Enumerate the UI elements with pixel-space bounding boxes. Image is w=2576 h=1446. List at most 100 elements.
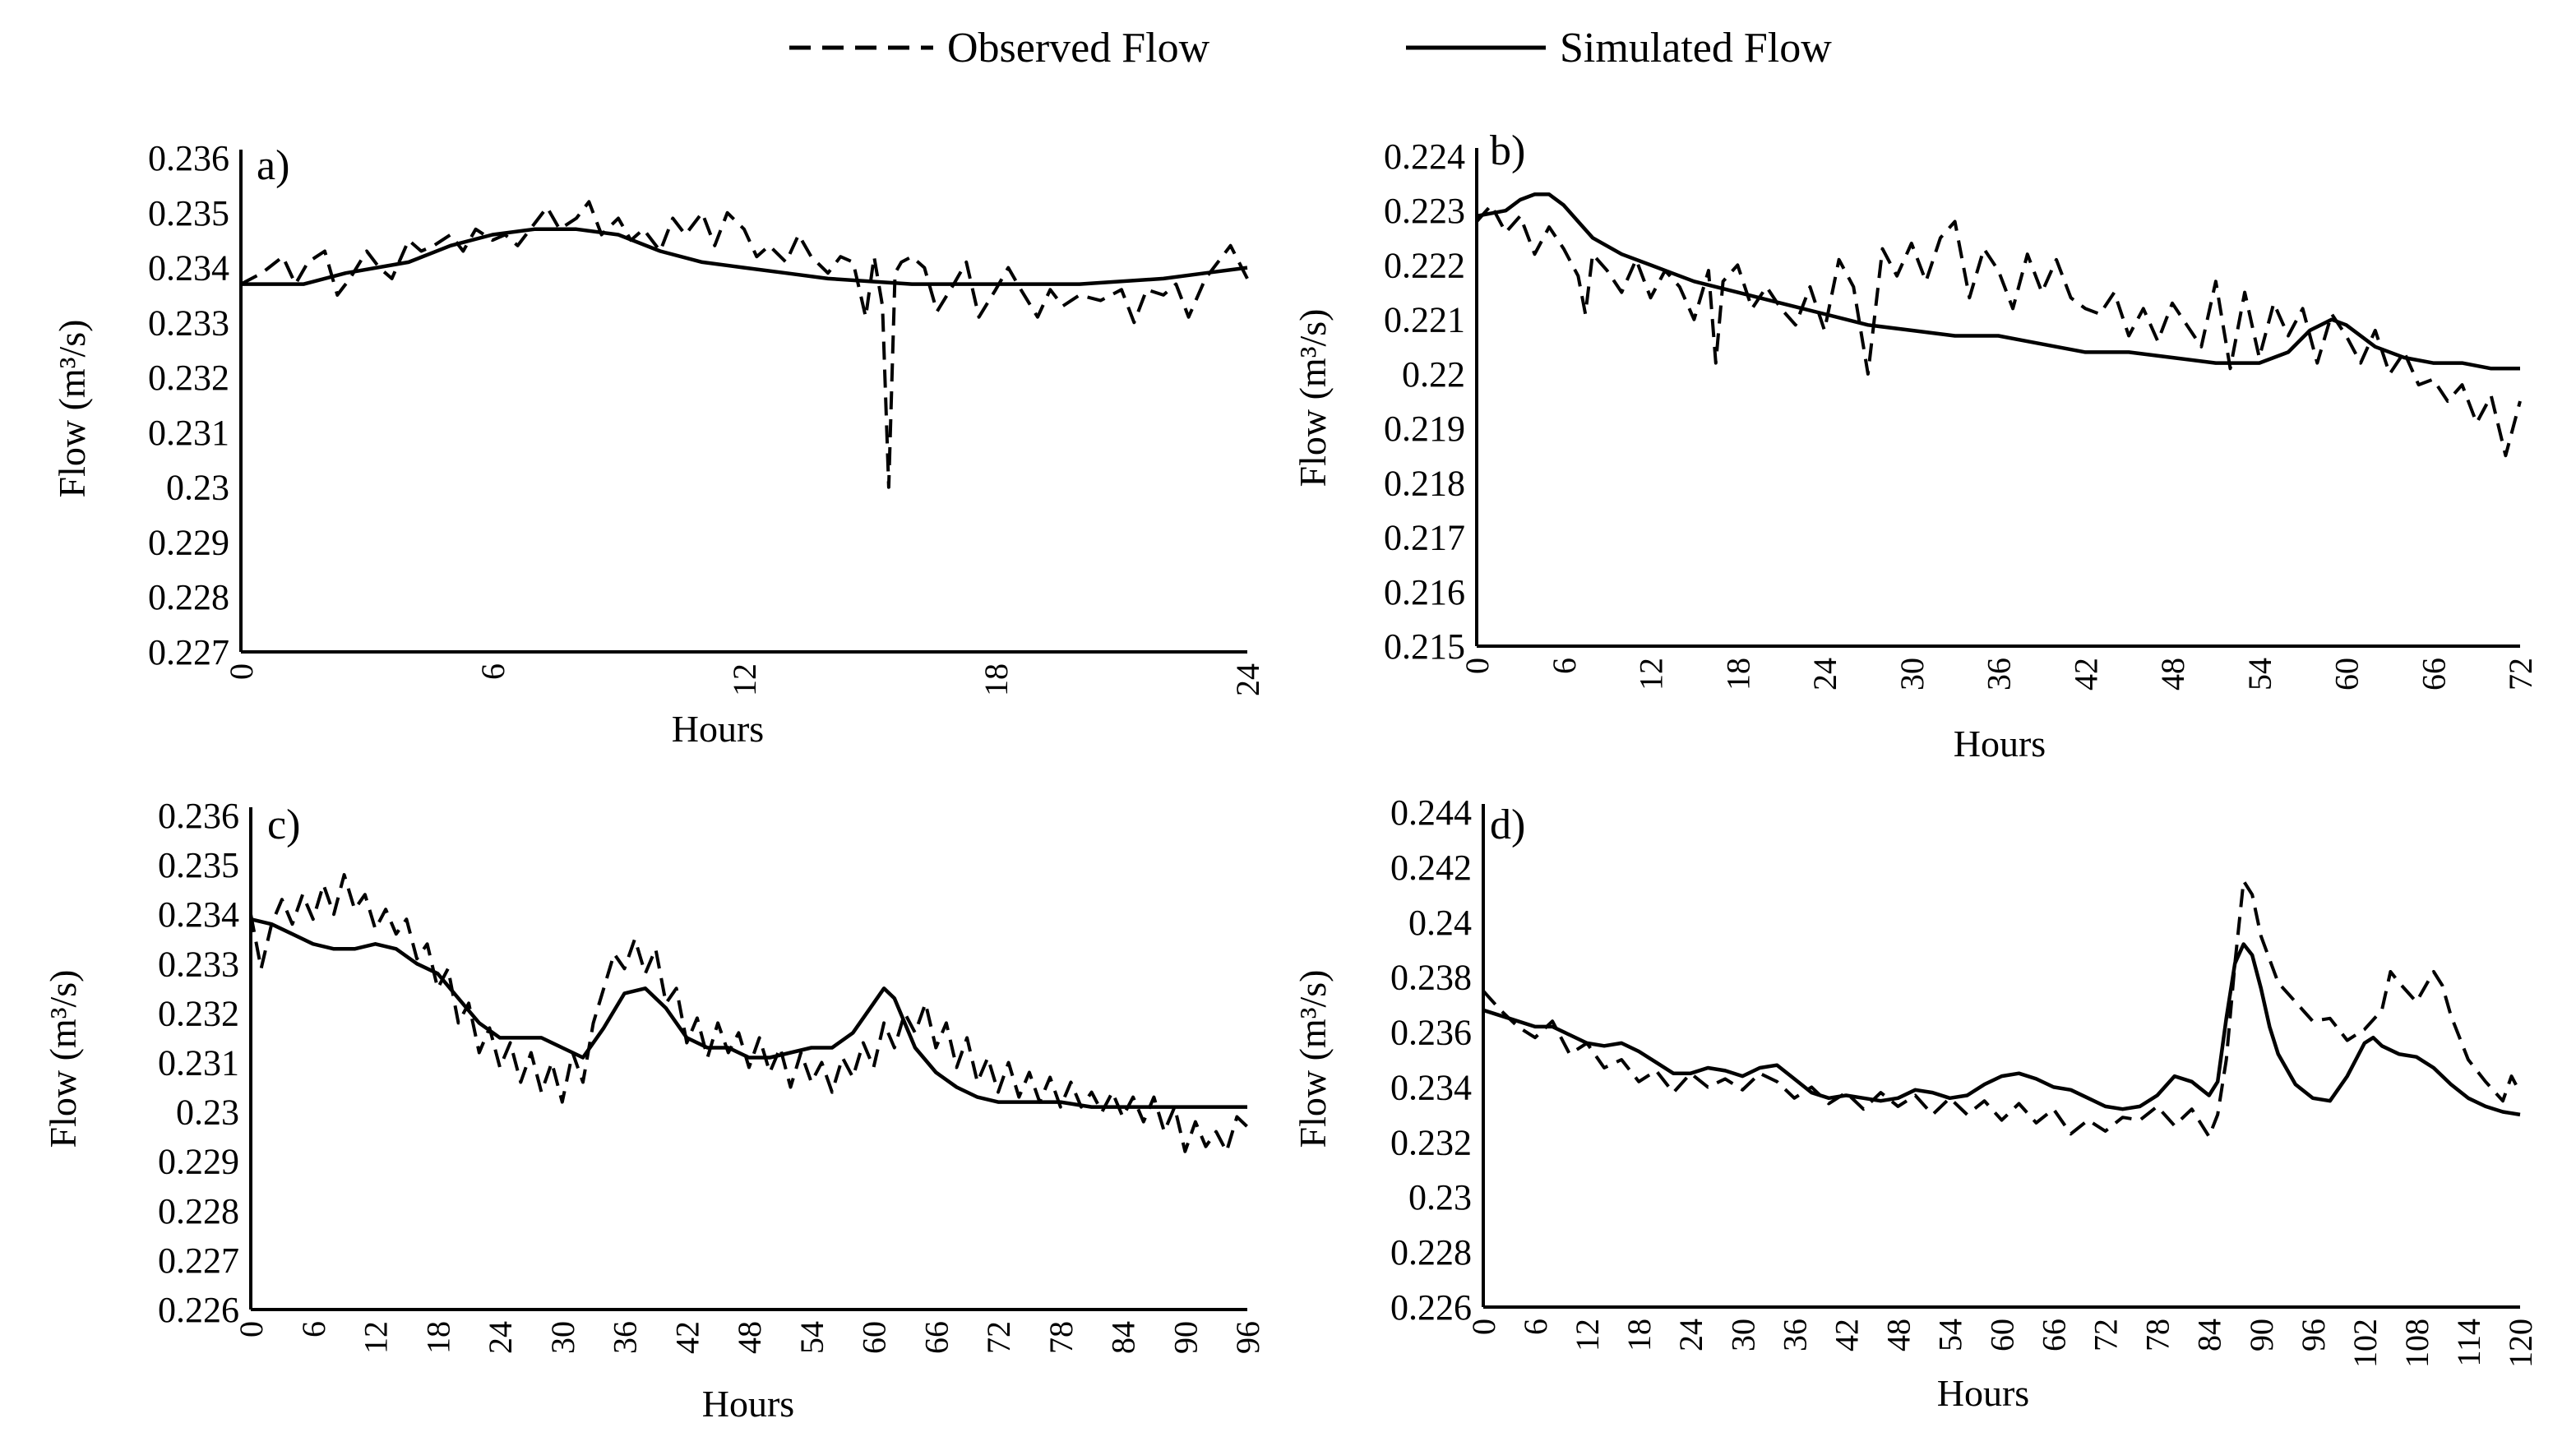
x-tick-label-d-7: 42: [1828, 1319, 1865, 1351]
x-tick-label-b-5: 30: [1894, 658, 1931, 691]
y-tick-label-d-8: 0.242: [1390, 848, 1472, 888]
x-tick-label-d-13: 78: [2139, 1319, 2176, 1351]
y-tick-label-c-6: 0.232: [158, 993, 239, 1033]
y-tick-label-d-1: 0.228: [1390, 1232, 1472, 1273]
x-tick-label-a-3: 18: [978, 663, 1015, 696]
y-tick-label-b-6: 0.221: [1384, 300, 1465, 340]
y-tick-label-b-4: 0.219: [1384, 409, 1465, 449]
x-tick-label-c-16: 96: [1229, 1321, 1266, 1354]
x-tick-label-a-1: 6: [474, 663, 511, 680]
y-tick-labels-a: 0.227 0.228 0.229 0.23 0.231 0.232 0.233 0.234 0…: [148, 138, 229, 672]
panel-c: c) 0.2260.2270.2280.2290.230.2310.2320.2…: [42, 796, 1266, 1425]
x-tick-label-d-14: 84: [2191, 1319, 2228, 1351]
y-axis-title-c: Flow (m³/s): [42, 970, 84, 1148]
simulated-flow-line-d: [1482, 942, 2521, 1117]
x-tick-label-d-3: 18: [1621, 1319, 1658, 1351]
x-tick-label-a-0: 0: [223, 663, 260, 680]
y-tick-label-d-3: 0.232: [1390, 1122, 1472, 1162]
x-tick-label-d-10: 60: [1984, 1319, 2021, 1351]
series-d: [1482, 879, 2522, 1139]
series-b: [1475, 192, 2522, 458]
panel-label-b: b): [1490, 127, 1525, 174]
x-tick-label-b-11: 66: [2415, 658, 2452, 691]
y-tick-label-a-2: 0.229: [148, 522, 229, 562]
y-tick-label-a-6: 0.233: [148, 303, 229, 343]
y-tick-label-c-8: 0.234: [158, 894, 239, 935]
y-tick-label-c-10: 0.236: [158, 796, 239, 836]
x-tick-label-c-2: 12: [358, 1321, 395, 1354]
x-tick-label-d-12: 72: [2088, 1319, 2125, 1351]
y-tick-label-a-4: 0.231: [148, 413, 229, 453]
x-axis-title-b: Hours: [1954, 723, 2046, 765]
x-axis-title-a: Hours: [672, 708, 764, 750]
x-tick-label-b-1: 6: [1546, 658, 1583, 674]
y-tick-labels-d: 0.226 0.228 0.23 0.232 0.234 0.236 0.238 0.24 0.…: [1390, 792, 1472, 1328]
x-tick-label-d-5: 30: [1724, 1319, 1761, 1351]
x-tick-label-c-4: 24: [482, 1321, 519, 1354]
y-tick-label-c-3: 0.229: [158, 1142, 239, 1182]
y-tick-label-b-0: 0.215: [1384, 626, 1465, 667]
x-tick-label-d-1: 6: [1517, 1319, 1554, 1335]
x-tick-label-c-12: 72: [980, 1321, 1017, 1354]
y-axis-title-d: Flow (m³/s): [1292, 970, 1334, 1148]
x-axis-title-d: Hours: [1937, 1372, 2029, 1414]
y-tick-label-c-5: 0.231: [158, 1043, 239, 1083]
panel-b: b) 0.2150.2160.2170.2180.2190.220.2210.2…: [1292, 127, 2539, 765]
y-tick-label-c-9: 0.235: [158, 845, 239, 885]
simulated-flow-line-b: [1476, 192, 2520, 371]
panel-label-a: a): [257, 142, 289, 189]
x-tick-label-b-6: 36: [1981, 658, 2018, 691]
y-tick-label-b-8: 0.223: [1384, 191, 1465, 231]
x-tick-label-d-6: 36: [1776, 1319, 1813, 1351]
y-tick-label-d-9: 0.244: [1390, 792, 1472, 833]
y-tick-label-c-4: 0.23: [176, 1093, 239, 1133]
x-tick-label-d-9: 54: [1931, 1319, 1968, 1351]
x-tick-label-d-2: 12: [1569, 1319, 1606, 1351]
x-tick-label-d-0: 0: [1465, 1319, 1502, 1335]
x-tick-label-c-8: 48: [731, 1321, 768, 1354]
x-tick-label-c-15: 90: [1167, 1321, 1204, 1354]
x-tick-label-c-13: 78: [1043, 1321, 1080, 1354]
y-tick-label-b-7: 0.222: [1384, 245, 1465, 285]
x-tick-label-d-19: 114: [2450, 1319, 2487, 1367]
series-c: [249, 873, 1249, 1153]
y-tick-label-a-3: 0.23: [166, 468, 229, 508]
legend-simulated-label: Simulated Flow: [1560, 25, 1832, 72]
simulated-flow-line-a: [241, 227, 1248, 286]
panel-a: a) 0.2270.2280.2290.230.2310.2320.2330.2…: [51, 138, 1266, 750]
y-tick-label-b-2: 0.217: [1384, 518, 1465, 558]
x-tick-label-c-6: 36: [607, 1321, 644, 1354]
x-tick-label-d-20: 120: [2502, 1319, 2539, 1368]
x-tick-label-c-1: 6: [295, 1321, 332, 1337]
x-axis-title-c: Hours: [702, 1383, 794, 1425]
x-tick-label-c-3: 18: [419, 1321, 456, 1354]
y-tick-label-b-1: 0.216: [1384, 572, 1465, 612]
series-a: [240, 200, 1249, 489]
y-tick-label-d-2: 0.23: [1408, 1177, 1472, 1217]
y-tick-label-c-0: 0.226: [158, 1290, 239, 1330]
observed-flow-line-b: [1475, 203, 2522, 458]
x-tick-label-d-8: 48: [1880, 1319, 1917, 1351]
x-tick-label-c-10: 60: [856, 1321, 893, 1354]
x-tick-label-c-0: 0: [233, 1321, 270, 1337]
panel-label-d: d): [1490, 802, 1525, 848]
x-tick-label-b-4: 24: [1806, 658, 1843, 691]
y-tick-label-d-0: 0.226: [1390, 1287, 1472, 1328]
y-tick-label-a-7: 0.234: [148, 248, 229, 289]
y-axis-title-a: Flow (m³/s): [51, 320, 93, 498]
y-tick-labels-c: 0.226 0.227 0.228 0.229 0.23 0.231 0.232 0.233 0…: [158, 796, 239, 1330]
y-tick-label-b-3: 0.218: [1384, 463, 1465, 503]
x-tick-label-d-18: 108: [2398, 1319, 2435, 1368]
y-tick-label-c-2: 0.228: [158, 1191, 239, 1231]
y-tick-label-b-9: 0.224: [1384, 136, 1465, 177]
x-tick-label-b-3: 18: [1719, 658, 1756, 691]
y-tick-label-b-5: 0.22: [1402, 354, 1465, 395]
x-tick-label-a-2: 12: [726, 663, 763, 696]
x-tick-label-c-9: 54: [793, 1321, 830, 1354]
y-tick-labels-b: 0.215 0.216 0.217 0.218 0.219 0.22 0.221 0.222 0…: [1384, 136, 1465, 667]
y-tick-label-a-8: 0.235: [148, 193, 229, 233]
simulated-flow-line-c: [250, 917, 1247, 1109]
x-tick-label-c-5: 30: [544, 1321, 581, 1354]
y-tick-label-c-7: 0.233: [158, 944, 239, 984]
x-tick-label-b-10: 60: [2329, 658, 2366, 691]
